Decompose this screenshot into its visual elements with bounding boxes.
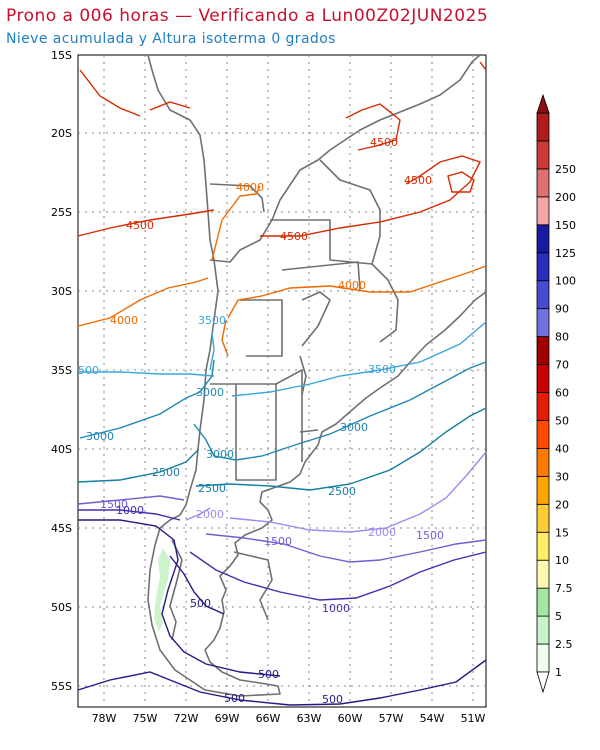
lon-label: 75W (133, 712, 158, 725)
colorbar-min-arrow (536, 671, 550, 694)
lon-label: 51W (461, 712, 486, 725)
lon-label: 60W (338, 712, 363, 725)
contour-label: 4500 (280, 230, 308, 243)
colorbar-swatch (536, 420, 550, 449)
contour-label: 4000 (110, 314, 138, 327)
contour-label: 4000 (236, 181, 264, 194)
colorbar-swatch (536, 196, 550, 226)
contour-label: 3500 (198, 314, 226, 327)
lon-label: 57W (379, 712, 404, 725)
contour-label: 2500 (328, 485, 356, 498)
lat-label: 35S (51, 364, 72, 377)
colorbar-label: 80 (555, 331, 569, 344)
colorbar-max-arrow (536, 93, 550, 114)
colorbar-swatch (536, 140, 550, 170)
colorbar-swatch (536, 252, 550, 282)
map-title: Prono a 006 horas — Verificando a Lun00Z… (6, 6, 489, 26)
colorbar-swatch (536, 168, 550, 198)
colorbar-swatch (536, 615, 550, 645)
contour-label: 2500 (198, 482, 226, 495)
colorbar-swatch (536, 280, 550, 310)
colorbar-swatch (536, 643, 550, 673)
map-subtitle: Nieve acumulada y Altura isoterma 0 grad… (6, 31, 336, 47)
colorbar-swatch (536, 336, 550, 365)
lat-label: 40S (51, 443, 72, 456)
colorbar-swatch (536, 559, 550, 589)
lon-label: 63W (297, 712, 322, 725)
isotherm-contours (77, 61, 487, 706)
colorbar: 1 2.5 5 7.5 10 15 20 30 40 50 60 70 80 90 100 125 150 200… (536, 93, 576, 694)
colorbar-label: 50 (555, 414, 569, 427)
colorbar-swatch (536, 364, 550, 393)
contour-label: 3000 (86, 430, 114, 443)
contour-label: 1500 (416, 529, 444, 542)
colorbar-label: 2.5 (555, 638, 573, 651)
contour-label: 2000 (368, 526, 396, 539)
contour-label: 500 (224, 692, 245, 705)
contour-label: 1500 (264, 535, 292, 548)
snow-accumulation-shading (154, 548, 170, 632)
colorbar-label: 200 (555, 191, 576, 204)
colorbar-label: 70 (555, 359, 569, 372)
lat-label: 15S (51, 49, 72, 62)
colorbar-swatch (536, 475, 550, 505)
lat-label: 20S (51, 127, 72, 140)
lat-label: 45S (51, 522, 72, 535)
lon-label: 78W (92, 712, 117, 725)
contour-label: 500 (78, 364, 99, 377)
colorbar-swatch (536, 531, 550, 561)
contour-label: 500 (258, 668, 279, 681)
contour-label: 4500 (126, 219, 154, 232)
contour-label: 4500 (370, 136, 398, 149)
colorbar-swatch (536, 447, 550, 477)
colorbar-swatch (536, 392, 550, 421)
latitude-axis: 15S 20S 25S 30S 35S 40S 45S 50S 55S (51, 49, 72, 693)
contour-label: 500 (322, 693, 343, 706)
colorbar-label: 100 (555, 275, 576, 288)
contour-label: 1000 (116, 504, 144, 517)
contour-labels: 4500 4500 4500 4500 4000 4000 4000 3500 … (78, 136, 444, 706)
contour-label: 4500 (404, 174, 432, 187)
contour-label: 1500 (100, 498, 128, 511)
contour-label: 4000 (338, 279, 366, 292)
colorbar-label: 90 (555, 303, 569, 316)
colorbar-swatch (536, 112, 550, 142)
colorbar-label: 125 (555, 247, 576, 260)
contour-label: 2000 (196, 508, 224, 521)
colorbar-swatch (536, 308, 550, 337)
colorbar-label: 5 (555, 610, 562, 623)
colorbar-swatch (536, 503, 550, 533)
colorbar-label: 1 (555, 666, 562, 679)
lat-label: 30S (51, 285, 72, 298)
contour-label: 3000 (340, 421, 368, 434)
lat-label: 50S (51, 601, 72, 614)
lon-label: 72W (174, 712, 199, 725)
contour-label: 3000 (206, 448, 234, 461)
colorbar-label: 30 (555, 470, 569, 483)
colorbar-label: 20 (555, 498, 569, 511)
colorbar-label: 250 (555, 163, 576, 176)
colorbar-swatch (536, 224, 550, 254)
contour-label: 2500 (152, 466, 180, 479)
coastline-borders (147, 54, 487, 697)
colorbar-label: 7.5 (555, 582, 573, 595)
colorbar-label: 60 (555, 387, 569, 400)
colorbar-label: 10 (555, 554, 569, 567)
lon-label: 69W (215, 712, 240, 725)
lon-label: 66W (256, 712, 281, 725)
contour-label: 500 (190, 597, 211, 610)
colorbar-label: 40 (555, 442, 569, 455)
contour-label: 1000 (322, 602, 350, 615)
colorbar-label: 15 (555, 526, 569, 539)
longitude-axis: 78W 75W 72W 69W 66W 63W 60W 57W 54W 51W (92, 712, 486, 725)
contour-label: 3500 (368, 363, 396, 376)
lat-label: 25S (51, 206, 72, 219)
colorbar-swatch (536, 587, 550, 617)
lat-label: 55S (51, 680, 72, 693)
colorbar-label: 150 (555, 219, 576, 232)
lon-label: 54W (420, 712, 445, 725)
contour-label: 3000 (196, 386, 224, 399)
